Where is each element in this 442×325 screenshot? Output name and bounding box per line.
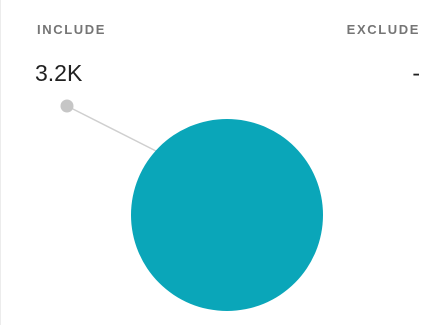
exclude-label: EXCLUDE — [346, 22, 420, 37]
include-circle[interactable] — [131, 119, 323, 311]
include-connector-line — [66, 105, 159, 153]
exclude-value: - — [412, 60, 420, 86]
include-label: INCLUDE — [37, 22, 106, 37]
include-value: 3.2K — [35, 60, 83, 86]
include-connector-dot — [60, 99, 74, 113]
